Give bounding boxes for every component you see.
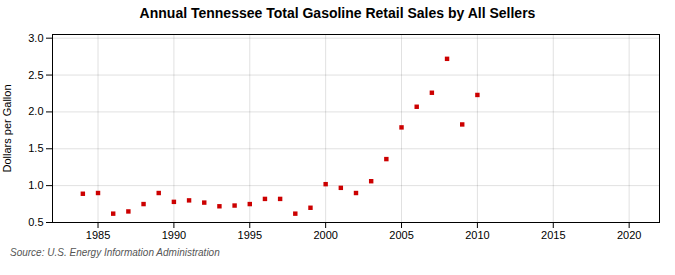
svg-text:Dollars per Gallon: Dollars per Gallon xyxy=(1,84,13,172)
svg-text:2.0: 2.0 xyxy=(28,105,43,117)
svg-text:2000: 2000 xyxy=(313,229,337,241)
svg-text:1.0: 1.0 xyxy=(28,179,43,191)
svg-text:2020: 2020 xyxy=(617,229,641,241)
html-text:Annual Tennessee Total Gasolin: Annual Tennessee Total Gasoline Retail S… xyxy=(139,5,536,21)
svg-text:2015: 2015 xyxy=(541,229,565,241)
svg-text:2005: 2005 xyxy=(389,229,413,241)
svg-text:1995: 1995 xyxy=(238,229,262,241)
svg-text:3.0: 3.0 xyxy=(28,32,43,44)
html-text:Source: U.S. Energy Informatio: Source: U.S. Energy Information Administ… xyxy=(10,247,220,258)
svg-text:2010: 2010 xyxy=(465,229,489,241)
svg-text:1.5: 1.5 xyxy=(28,142,43,154)
svg-text:1990: 1990 xyxy=(162,229,186,241)
svg-text:2.5: 2.5 xyxy=(28,69,43,81)
svg-text:0.5: 0.5 xyxy=(28,216,43,228)
svg-text:1985: 1985 xyxy=(86,229,110,241)
